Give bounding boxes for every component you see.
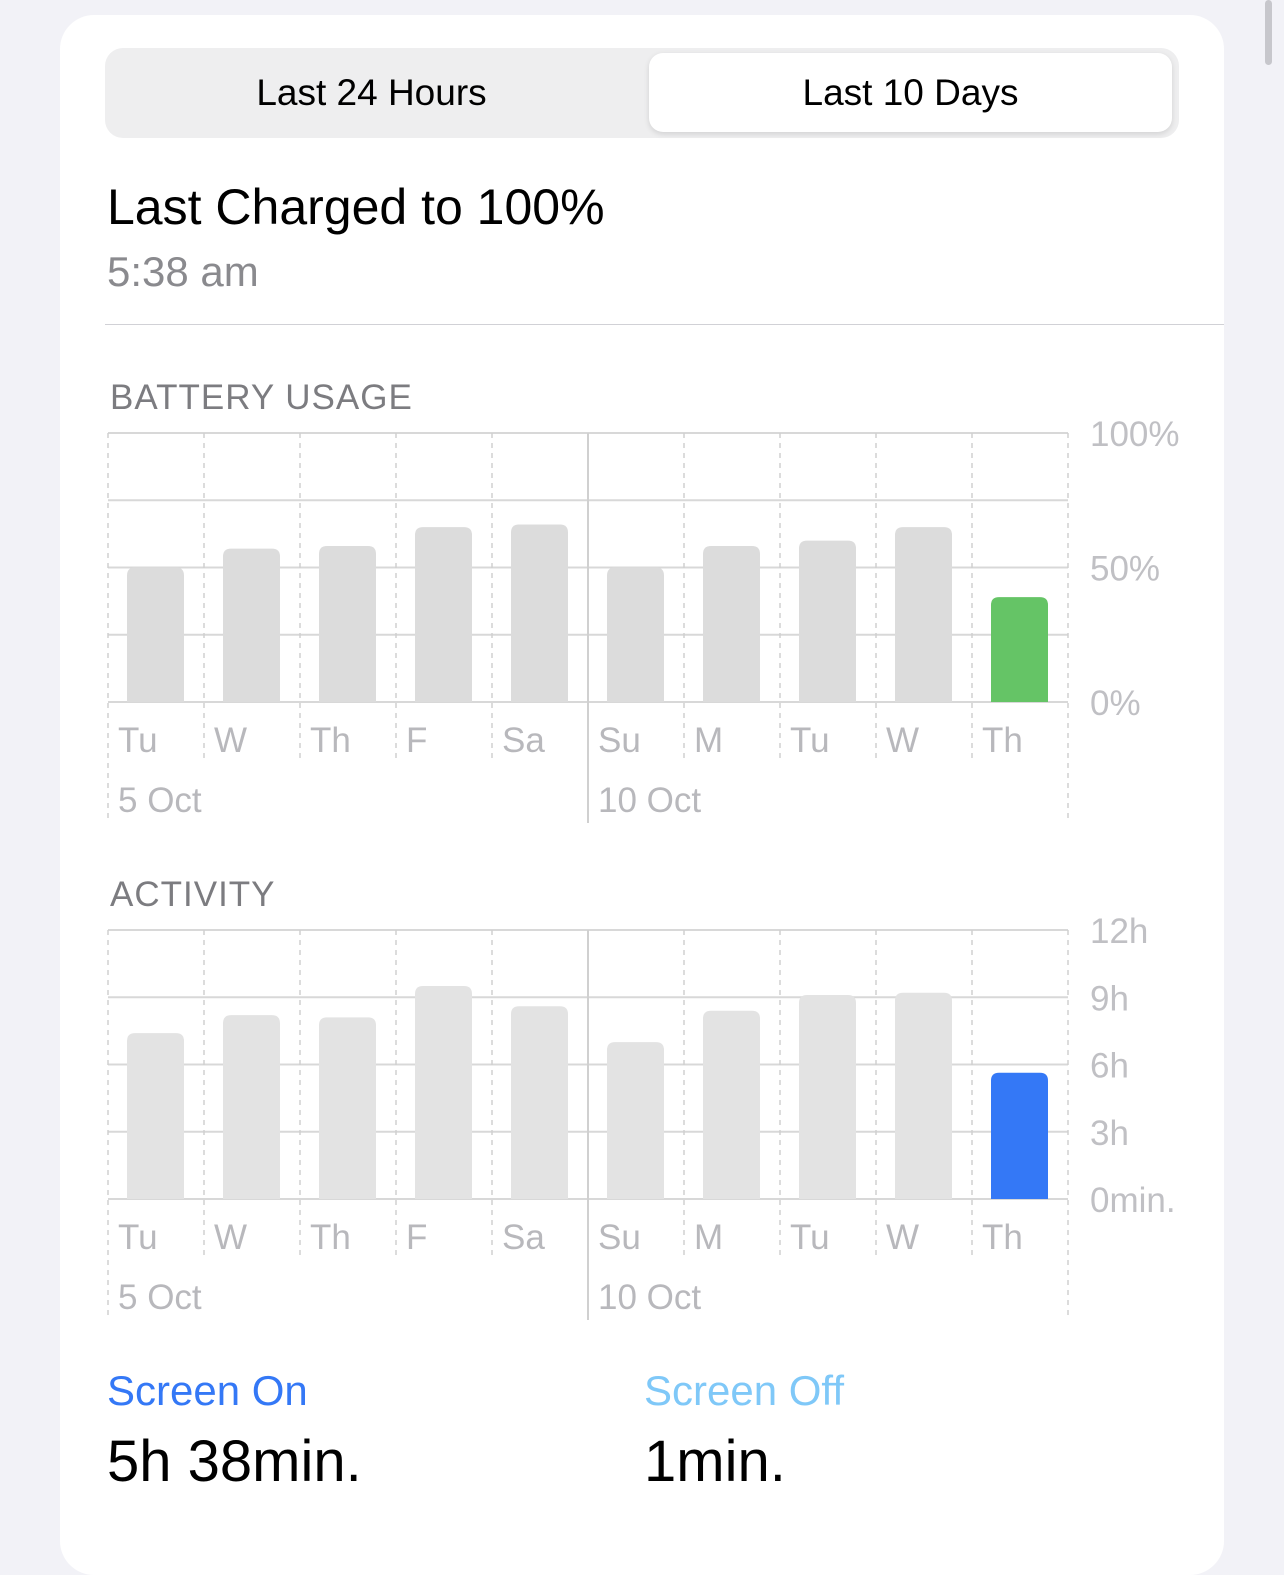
battery-day-label: Tu xyxy=(790,721,830,760)
battery-day-label: Sa xyxy=(502,721,545,760)
battery-card xyxy=(60,15,1224,1575)
activity-day-label: Th xyxy=(310,1218,351,1257)
battery-day-label: W xyxy=(886,721,919,760)
battery-day-label: Su xyxy=(598,721,641,760)
battery-bar xyxy=(895,527,952,702)
battery-bar xyxy=(127,567,184,702)
activity-bar xyxy=(703,1010,760,1199)
activity-bar xyxy=(415,986,472,1199)
screen-off-label: Screen Off xyxy=(644,1367,844,1414)
battery-date-label: 5 Oct xyxy=(118,781,202,820)
activity-bar xyxy=(511,1006,568,1199)
battery-date-label: 10 Oct xyxy=(598,781,701,820)
activity-bar xyxy=(319,1017,376,1199)
battery-usage-heading: BATTERY USAGE xyxy=(110,378,413,417)
activity-day-label: W xyxy=(886,1218,919,1257)
activity-bar xyxy=(607,1042,664,1199)
battery-day-label: Tu xyxy=(118,721,158,760)
activity-y-tick-label: 12h xyxy=(1090,912,1148,951)
activity-day-label: Su xyxy=(598,1218,641,1257)
activity-y-tick-label: 9h xyxy=(1090,979,1129,1018)
activity-day-label: Sa xyxy=(502,1218,545,1257)
activity-bar xyxy=(127,1033,184,1199)
battery-day-label: Th xyxy=(982,721,1023,760)
activity-day-label: W xyxy=(214,1218,247,1257)
battery-bar xyxy=(511,524,568,702)
battery-y-tick-label: 0% xyxy=(1090,684,1141,723)
screen-off-value: 1min. xyxy=(644,1429,786,1494)
battery-bar xyxy=(415,527,472,702)
screen-on-value: 5h 38min. xyxy=(107,1429,362,1494)
activity-date-label: 5 Oct xyxy=(118,1278,202,1317)
activity-day-label: F xyxy=(406,1218,427,1257)
segment-last-10-days[interactable]: Last 10 Days xyxy=(649,53,1172,132)
segment-last-24-hours[interactable]: Last 24 Hours xyxy=(256,71,487,113)
activity-y-tick-label: 3h xyxy=(1090,1114,1129,1153)
activity-day-label: M xyxy=(694,1218,723,1257)
activity-y-tick-label: 0min. xyxy=(1090,1181,1176,1220)
activity-date-label: 10 Oct xyxy=(598,1278,701,1317)
activity-bar xyxy=(223,1015,280,1199)
battery-bar xyxy=(991,597,1048,702)
battery-bar xyxy=(319,545,376,702)
battery-bar xyxy=(607,567,664,702)
battery-day-label: M xyxy=(694,721,723,760)
activity-heading: ACTIVITY xyxy=(110,875,276,914)
time-range-segmented-control: Last 24 Hours Last 10 Days xyxy=(105,48,1179,138)
battery-y-tick-label: 50% xyxy=(1090,550,1160,589)
activity-y-tick-label: 6h xyxy=(1090,1047,1129,1086)
screen-on-label: Screen On xyxy=(107,1367,308,1414)
scrollbar[interactable] xyxy=(1265,0,1272,65)
battery-bar xyxy=(799,540,856,702)
battery-day-label: F xyxy=(406,721,427,760)
activity-bar xyxy=(991,1072,1048,1199)
battery-day-label: W xyxy=(214,721,247,760)
last-charged-time: 5:38 am xyxy=(107,248,259,295)
last-charged-title: Last Charged to 100% xyxy=(107,179,605,235)
battery-y-tick-label: 100% xyxy=(1090,415,1180,454)
battery-bar xyxy=(223,548,280,702)
activity-bar xyxy=(895,992,952,1199)
battery-bar xyxy=(703,545,760,702)
divider xyxy=(105,324,1224,325)
activity-day-label: Tu xyxy=(790,1218,830,1257)
battery-day-label: Th xyxy=(310,721,351,760)
battery-usage-chart: 100% 50% 0% Tu W Th F Sa Su M Tu W Th 5 Oct 10 Oct 12h 9… xyxy=(107,415,1180,1320)
activity-bar xyxy=(799,995,856,1199)
activity-day-label: Tu xyxy=(118,1218,158,1257)
activity-day-label: Th xyxy=(982,1218,1023,1257)
